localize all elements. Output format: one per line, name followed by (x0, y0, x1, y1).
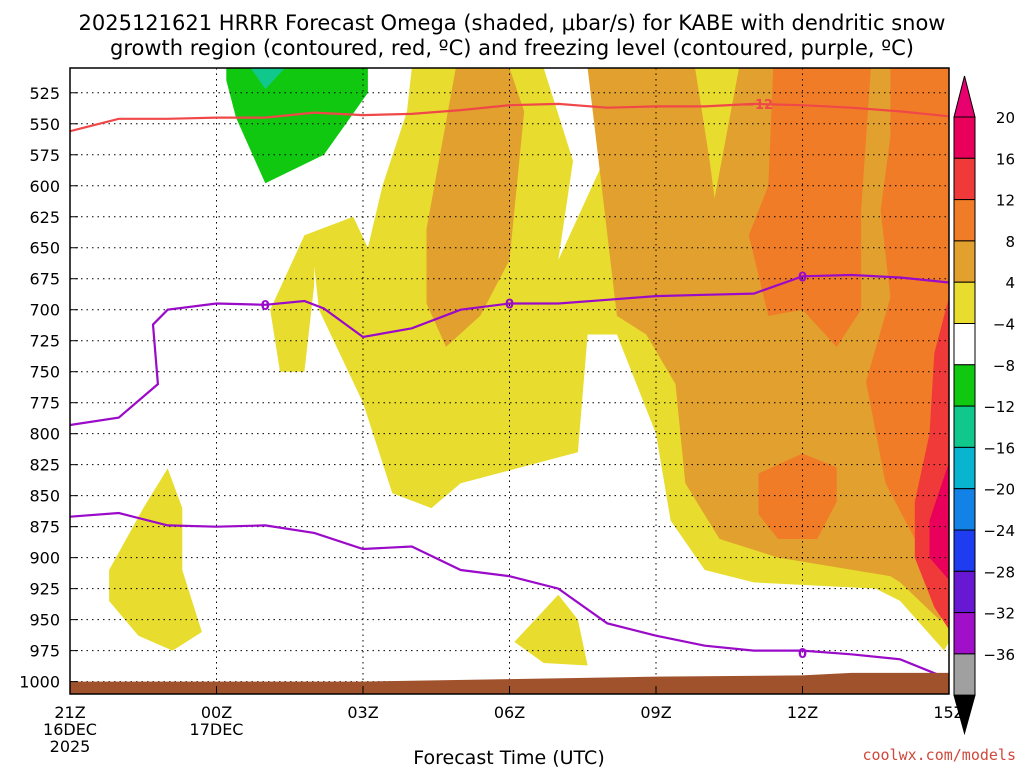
colorbar-swatch-1 (953, 157, 976, 201)
colorbar-swatch-2 (953, 199, 976, 242)
omega-shade-region-8 (758, 453, 837, 539)
colorbar-label-1: 16 (996, 150, 1015, 168)
freezing-level-contour-label-0: 0 (261, 299, 270, 314)
colorbar-label-11: −28 (983, 563, 1015, 581)
y-tick-label-950: 950 (29, 611, 60, 630)
contour-layer: −12 0 0 0 0 (70, 98, 949, 681)
y-tick-label-675: 675 (29, 270, 60, 289)
colorbar-label-3: 8 (1005, 233, 1015, 251)
colorbar-label-12: −32 (983, 605, 1015, 623)
colorbar-swatch-10 (953, 529, 976, 572)
colorbar-label-9: −20 (983, 481, 1015, 499)
y-tick-label-925: 925 (29, 580, 60, 599)
y-tick-label-600: 600 (29, 177, 60, 196)
chart-title-line-2: growth region (contoured, red, ºC) and f… (110, 36, 914, 60)
dgz-minus12-contour-label: −12 (744, 98, 773, 113)
omega-shade-region-3 (109, 468, 202, 651)
colorbar-label-13: −36 (983, 646, 1015, 664)
y-tick-label-1000: 1000 (19, 673, 60, 692)
colorbar-label-0: 20 (996, 109, 1015, 127)
y-tick-label-650: 650 (29, 239, 60, 258)
colorbar-swatch-8 (953, 446, 976, 490)
x-tick-label-00Z-line-1: 00Z (201, 703, 232, 722)
colorbar-swatch-6 (953, 364, 976, 407)
colorbar-label-8: −16 (983, 439, 1015, 457)
colorbar-swatch-9 (953, 488, 976, 531)
freezing-level-contour-upper (70, 273, 949, 427)
x-axis-label: Forecast Time (UTC) (413, 747, 604, 768)
y-tick-label-775: 775 (29, 394, 60, 413)
x-tick-label-12Z-line-1: 12Z (787, 703, 818, 722)
dgz-minus12-contour (70, 102, 949, 133)
colorbar-label-4: 4 (1005, 274, 1015, 292)
omega-shade-region-5 (426, 68, 525, 347)
y-tick-label-725: 725 (29, 332, 60, 351)
colorbar-swatch-4 (953, 281, 976, 325)
colorbar-label-10: −24 (983, 522, 1015, 540)
omega-shade-region-4 (514, 594, 588, 666)
colorbar-swatch-12 (953, 612, 976, 655)
x-tick-label-03Z-line-1: 03Z (347, 703, 378, 722)
y-tick-label-575: 575 (29, 146, 60, 165)
y-tick-label-700: 700 (29, 301, 60, 320)
colorbar-bottom-arrow (953, 694, 976, 736)
y-tick-label-850: 850 (29, 487, 60, 506)
omega-shading-layer (109, 68, 949, 666)
y-tick-label-750: 750 (29, 363, 60, 382)
colorbar-label-7: −12 (983, 398, 1015, 416)
x-tick-label-21Z-line-3: 2025 (50, 737, 91, 756)
y-tick-label-550: 550 (29, 115, 60, 134)
colorbar-swatch-11 (953, 570, 976, 614)
colorbar: 20 16 12 8 4 −4 −8 −12 −16 −20 −24 −28 −32 −36 (953, 75, 1015, 736)
freezing-level-contour-label-3: 0 (798, 647, 807, 662)
colorbar-swatch-13 (953, 653, 976, 696)
x-tick-label-21Z-line-2: 16DEC (43, 720, 97, 739)
omega-shade-region-1 (250, 68, 285, 90)
ground-layer (70, 672, 949, 694)
colorbar-swatch-5 (953, 323, 976, 366)
freezing-level-contour-label-2: 0 (798, 270, 807, 285)
colorbar-label-6: −8 (993, 357, 1015, 375)
colorbar-swatch-3 (953, 240, 976, 283)
x-tick-label-06Z-line-1: 06Z (494, 703, 525, 722)
freezing-level-contour-lower (70, 511, 949, 681)
y-tick-label-825: 825 (29, 456, 60, 475)
omega-shade-region-7 (748, 68, 871, 347)
omega-shade-region-11 (929, 462, 949, 580)
omega-shade-region-0 (226, 68, 368, 184)
colorbar-swatch-7 (953, 405, 976, 448)
x-tick-label-21Z-line-1: 21Z (54, 703, 85, 722)
y-tick-label-625: 625 (29, 208, 60, 227)
y-tick-label-525: 525 (29, 84, 60, 103)
colorbar-label-2: 12 (996, 192, 1015, 210)
colorbar-label-5: −4 (993, 316, 1015, 334)
x-tick-label-15Z-line-1: 15Z (933, 703, 964, 722)
freezing-level-contour-label-1: 0 (505, 298, 514, 313)
x-tick-label-09Z-line-1: 09Z (640, 703, 671, 722)
x-tick-label-00Z-line-2: 17DEC (190, 720, 244, 739)
y-axis-ticks: 525 550 575 600 625 650 675 700 725 750 775 800 825 8… (19, 84, 78, 692)
ground-terrain (70, 672, 949, 694)
y-tick-label-800: 800 (29, 425, 60, 444)
y-tick-label-975: 975 (29, 642, 60, 661)
y-tick-label-875: 875 (29, 518, 60, 537)
site-credit: coolwx.com/models (862, 746, 1016, 764)
y-tick-label-900: 900 (29, 549, 60, 568)
colorbar-swatch-0 (953, 116, 976, 159)
chart-title-line-1: 2025121621 HRRR Forecast Omega (shaded, … (79, 11, 946, 35)
